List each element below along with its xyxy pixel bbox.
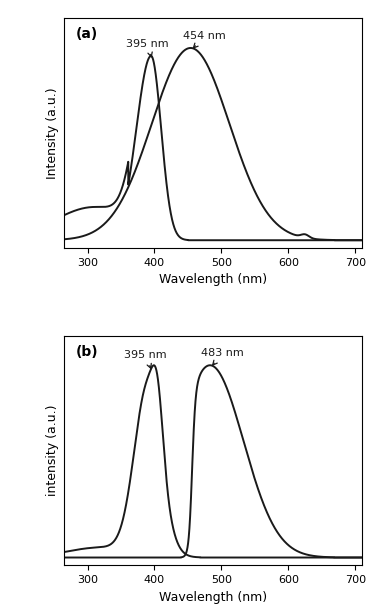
- Y-axis label: intensity (a.u.): intensity (a.u.): [46, 405, 58, 496]
- Text: 395 nm: 395 nm: [126, 39, 169, 57]
- X-axis label: Wavelength (nm): Wavelength (nm): [159, 591, 267, 604]
- Text: 454 nm: 454 nm: [183, 31, 226, 48]
- Text: 395 nm: 395 nm: [124, 350, 167, 368]
- Text: 483 nm: 483 nm: [201, 348, 244, 365]
- Y-axis label: Intensity (a.u.): Intensity (a.u.): [46, 88, 58, 179]
- X-axis label: Wavelength (nm): Wavelength (nm): [159, 274, 267, 286]
- Text: (a): (a): [76, 27, 98, 41]
- Text: (b): (b): [76, 345, 99, 359]
